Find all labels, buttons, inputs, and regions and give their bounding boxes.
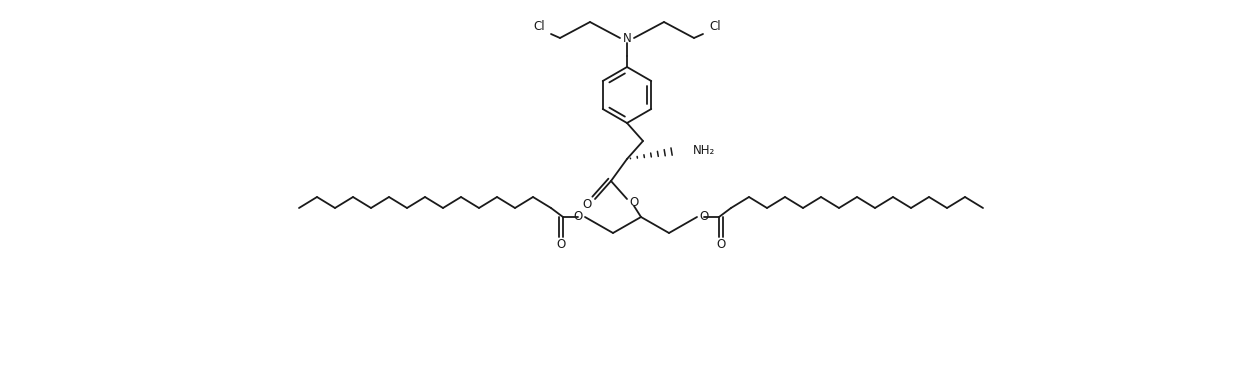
Text: O: O <box>700 211 709 223</box>
Text: N: N <box>623 31 631 45</box>
Text: O: O <box>557 239 566 251</box>
Text: O: O <box>573 211 583 223</box>
Text: O: O <box>630 195 638 209</box>
Text: NH₂: NH₂ <box>693 144 715 156</box>
Text: Cl: Cl <box>533 20 544 33</box>
Text: O: O <box>582 197 592 211</box>
Text: Cl: Cl <box>710 20 721 33</box>
Text: O: O <box>716 239 726 251</box>
